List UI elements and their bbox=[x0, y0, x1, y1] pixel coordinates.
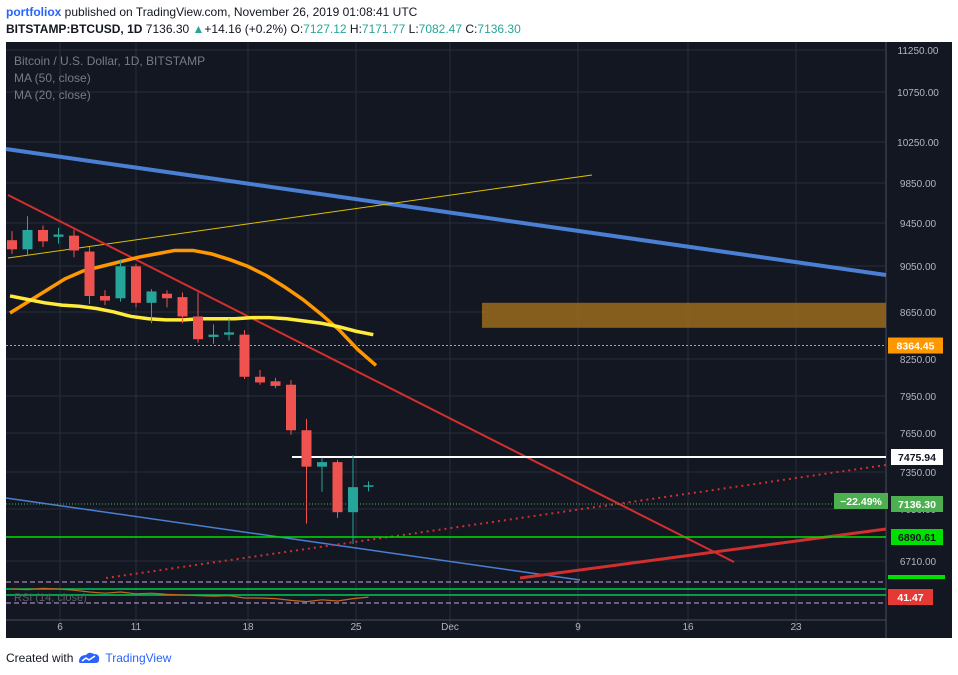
ma50-legend: MA (50, close) bbox=[14, 71, 91, 85]
candle-body bbox=[84, 251, 95, 296]
y-tick-label: 7650.00 bbox=[900, 429, 937, 440]
candle-body bbox=[255, 376, 265, 383]
plot-background bbox=[6, 42, 886, 638]
candle-body bbox=[348, 487, 358, 513]
high-value: 7171.77 bbox=[361, 22, 406, 36]
x-tick-label: 9 bbox=[575, 622, 581, 633]
candle-body bbox=[7, 240, 17, 250]
price-chart[interactable]: 11250.00 10750.00 10250.00 9850.00 9450.00 90… bbox=[0, 42, 958, 640]
candle-body bbox=[224, 332, 234, 335]
candle-body bbox=[177, 297, 188, 317]
y-tick-label: 9450.00 bbox=[900, 219, 937, 230]
x-tick-label: 6 bbox=[57, 622, 63, 633]
tag-6890-box bbox=[891, 529, 943, 545]
candle-body bbox=[193, 316, 203, 340]
resistance-zone[interactable] bbox=[482, 302, 886, 328]
x-tick-label: Dec bbox=[441, 622, 459, 633]
blue-support-line bbox=[5, 497, 581, 581]
open-label: O: bbox=[290, 22, 304, 36]
footer: Created with TradingView bbox=[6, 651, 171, 665]
candle-body bbox=[38, 229, 48, 242]
candle-body bbox=[363, 485, 374, 487]
rsi-line bbox=[11, 587, 369, 603]
candle-body bbox=[115, 266, 126, 299]
y-tick-label: 6710.00 bbox=[900, 557, 937, 568]
y-tick-label: 7950.00 bbox=[900, 392, 937, 403]
chart-title: Bitcoin / U.S. Dollar, 1D, BITSTAMP bbox=[14, 54, 205, 68]
long-term-blue-trendline bbox=[5, 147, 887, 277]
red-descending-trendline bbox=[7, 194, 735, 563]
y-tick-label: 10250.00 bbox=[897, 138, 939, 149]
tag-rsi-box bbox=[888, 589, 933, 605]
tag-8364-box bbox=[888, 337, 943, 354]
tradingview-link[interactable]: TradingView bbox=[105, 651, 172, 665]
horizontal-levels[interactable] bbox=[6, 345, 886, 604]
open-value: 7127.12 bbox=[303, 22, 347, 36]
candle-body bbox=[53, 234, 64, 237]
ma50-line bbox=[9, 248, 378, 367]
y-tick-label: 8650.00 bbox=[900, 308, 937, 319]
y-tick-label: 9850.00 bbox=[900, 179, 937, 190]
x-tick-label: 16 bbox=[682, 622, 694, 633]
tag-percent-box bbox=[834, 493, 888, 509]
price-change: +14.16 (+0.2%) bbox=[204, 22, 288, 36]
symbol-label: BITSTAMP:BTCUSD, 1D bbox=[6, 22, 143, 36]
ma20-line bbox=[9, 294, 374, 337]
x-tick-label: 18 bbox=[242, 622, 254, 633]
tradingview-logo-icon bbox=[79, 652, 100, 663]
tag-8364: 8364.45 bbox=[897, 341, 935, 353]
tag-7475-box bbox=[891, 449, 943, 465]
high-label: H: bbox=[349, 22, 362, 36]
close-label: C: bbox=[465, 22, 478, 36]
tag-rsi: 41.47 bbox=[897, 592, 923, 604]
candle-body bbox=[301, 430, 312, 467]
ma20-legend: MA (20, close) bbox=[14, 88, 91, 102]
last-price: 7136.30 bbox=[145, 22, 190, 36]
tag-6890: 6890.61 bbox=[898, 532, 936, 544]
created-with-text: Created with bbox=[6, 651, 74, 665]
candle-body bbox=[22, 229, 33, 250]
low-label: L: bbox=[408, 22, 419, 36]
author-link[interactable]: portfoliox bbox=[6, 5, 62, 19]
rsi-pane bbox=[11, 587, 369, 603]
tag-green-bar bbox=[888, 575, 945, 579]
candle-body bbox=[239, 334, 250, 377]
x-tick-label: 23 bbox=[790, 622, 802, 633]
price-tags: 8364.45 7475.94 7136.30 6890.61 −22.49% 41.47 bbox=[834, 337, 945, 605]
ohlc-line: BITSTAMP:BTCUSD, 1D 7136.30 ▲+14.16 (+0.… bbox=[6, 22, 521, 36]
moving-averages bbox=[9, 248, 378, 367]
grid bbox=[6, 42, 886, 632]
up-arrow-icon: ▲ bbox=[192, 22, 205, 36]
x-tick-label: 11 bbox=[131, 622, 142, 633]
low-value: 7082.47 bbox=[418, 22, 463, 36]
candle-body bbox=[286, 384, 296, 431]
y-axis-ticks: 11250.00 10750.00 10250.00 9850.00 9450.00 90… bbox=[897, 46, 939, 568]
candle-body bbox=[270, 381, 281, 386]
candle-body bbox=[317, 462, 327, 467]
x-tick-label: 25 bbox=[350, 622, 362, 633]
tag-7136: 7136.30 bbox=[898, 499, 936, 511]
candles bbox=[7, 216, 374, 545]
candle-body bbox=[146, 291, 157, 303]
y-tick-label: 8250.00 bbox=[900, 355, 937, 366]
candle-body bbox=[332, 462, 343, 513]
candle-body bbox=[100, 295, 110, 301]
y-tick-label: 7350.00 bbox=[900, 468, 937, 479]
y-tick-label: 9050.00 bbox=[900, 262, 937, 273]
candle-body bbox=[131, 266, 141, 303]
candle-body bbox=[69, 235, 79, 251]
publish-line: portfoliox published on TradingView.com,… bbox=[6, 5, 417, 19]
tag-7475: 7475.94 bbox=[898, 452, 936, 464]
candle-body bbox=[208, 334, 219, 337]
publish-info: published on TradingView.com, November 2… bbox=[64, 5, 418, 19]
rsi-legend: RSI (14, close) bbox=[14, 592, 87, 604]
close-value: 7136.30 bbox=[477, 22, 521, 36]
tag-7136-box bbox=[891, 496, 943, 512]
tag-percent: −22.49% bbox=[840, 496, 882, 508]
y-tick-label: 10750.00 bbox=[897, 88, 939, 99]
y-tick-label: 11250.00 bbox=[898, 46, 939, 57]
x-axis-ticks: 6 11 18 25 Dec 9 16 23 bbox=[57, 622, 802, 633]
candle-body bbox=[162, 293, 172, 299]
